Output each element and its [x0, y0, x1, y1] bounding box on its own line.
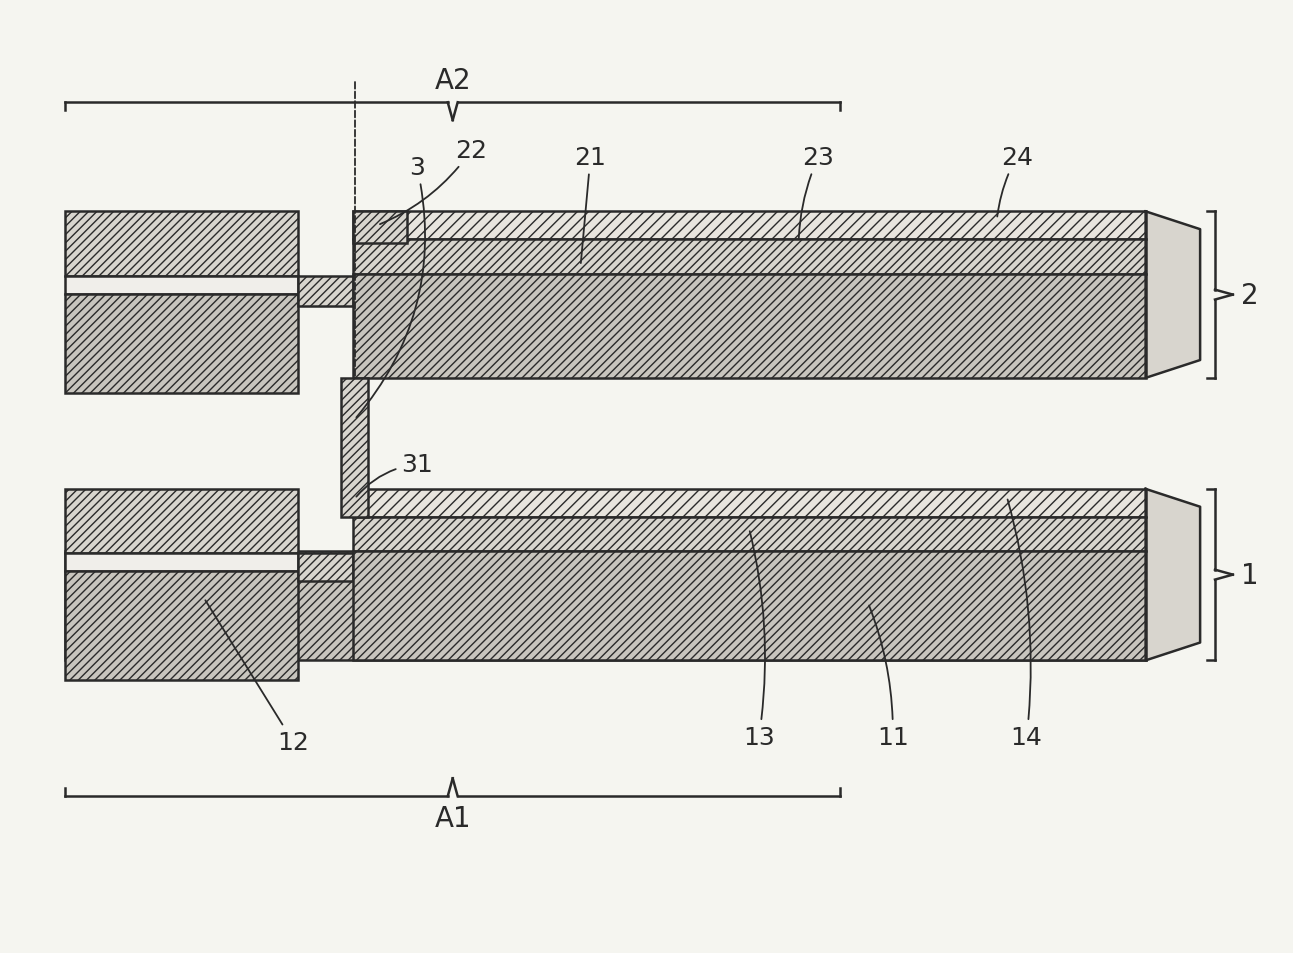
Bar — [65, 294, 299, 394]
Bar — [65, 552, 1146, 660]
Bar — [353, 213, 1146, 240]
Text: 2: 2 — [1241, 281, 1258, 310]
Bar — [299, 554, 353, 581]
Bar — [65, 213, 299, 276]
Bar — [353, 517, 1146, 552]
Bar — [353, 240, 1146, 274]
Text: 13: 13 — [743, 532, 775, 749]
Text: A2: A2 — [434, 68, 471, 95]
Text: 3: 3 — [357, 155, 425, 418]
Text: 21: 21 — [574, 146, 606, 264]
Bar — [65, 490, 299, 554]
Text: 11: 11 — [869, 606, 909, 749]
Bar — [65, 554, 299, 572]
Bar — [353, 213, 407, 244]
Text: 12: 12 — [206, 600, 309, 754]
Bar — [353, 490, 1146, 517]
Polygon shape — [1146, 213, 1200, 378]
Bar — [299, 276, 353, 306]
Text: 23: 23 — [799, 146, 834, 239]
Text: 14: 14 — [1007, 500, 1042, 749]
Bar — [353, 274, 1146, 378]
Text: 22: 22 — [380, 139, 487, 225]
Polygon shape — [1146, 490, 1200, 660]
Bar — [65, 572, 299, 680]
Bar — [353, 552, 1146, 660]
Bar — [340, 378, 369, 517]
Bar — [65, 276, 299, 294]
Text: 24: 24 — [997, 146, 1033, 217]
Text: 1: 1 — [1241, 561, 1258, 589]
Text: A1: A1 — [434, 804, 471, 832]
Text: 31: 31 — [357, 453, 433, 497]
